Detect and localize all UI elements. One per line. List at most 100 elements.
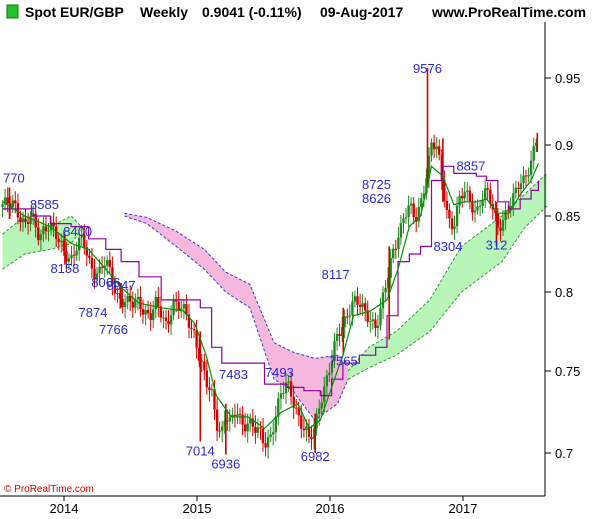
price-bar-body xyxy=(341,327,344,336)
price-bar-body xyxy=(167,321,170,325)
price-bar-body xyxy=(348,315,351,317)
price-bar-body xyxy=(57,239,60,243)
annotation-label: 9576 xyxy=(413,61,442,76)
price-bar-body xyxy=(333,340,336,361)
price-bar-body xyxy=(392,248,395,259)
price-bar-body xyxy=(455,205,459,227)
price-bar-body xyxy=(519,183,523,189)
annotation-label: 770 xyxy=(3,171,25,186)
x-tick-2015: 2015 xyxy=(183,501,212,516)
price-bar-body xyxy=(249,418,252,424)
header-title: Spot EUR/GBP xyxy=(25,4,124,20)
kumo-clouds xyxy=(2,173,548,421)
price-bar-body xyxy=(52,222,55,227)
price-bar-body xyxy=(3,197,7,205)
price-bar-body xyxy=(394,248,397,250)
price-bar-body xyxy=(274,416,277,433)
price-bar-body xyxy=(445,201,449,210)
price-bar-body xyxy=(121,298,124,307)
price-bar-body xyxy=(131,301,134,308)
price-bar-body xyxy=(100,266,104,268)
price-bar-body xyxy=(422,193,426,199)
price-bar-body xyxy=(468,190,472,203)
price-bar-body xyxy=(514,187,517,194)
price-bar-body xyxy=(481,200,484,206)
price-bar-body xyxy=(346,316,349,318)
price-bar-body xyxy=(532,145,535,161)
price-bar-body xyxy=(113,284,117,294)
price-bar-body xyxy=(297,408,300,416)
price-bar-body xyxy=(70,254,73,259)
price-bar-body xyxy=(358,304,362,308)
header-last-price: 0.9041 (-0.11%) xyxy=(202,4,302,20)
price-bar-body xyxy=(448,209,451,219)
header-timeframe: Weekly xyxy=(140,4,188,20)
price-bar-body xyxy=(226,420,229,422)
price-bar-body xyxy=(29,216,32,224)
price-bar-body xyxy=(146,310,150,314)
price-bar-body xyxy=(386,277,390,288)
price-bar-body xyxy=(284,382,288,393)
price-bar-body xyxy=(461,195,464,199)
price-bar-body xyxy=(195,330,198,348)
price-bar-body xyxy=(343,316,346,328)
annotation-label: 312 xyxy=(486,238,508,253)
price-bar-body xyxy=(37,227,40,241)
price-bar-body xyxy=(164,317,168,321)
price-bar-body xyxy=(450,218,454,230)
price-bar-body xyxy=(159,306,163,318)
price-bar-body xyxy=(269,434,272,438)
price-bar-body xyxy=(203,361,206,371)
price-bar-body xyxy=(231,414,234,418)
price-bar-body xyxy=(108,260,111,268)
annotation-label: 7874 xyxy=(79,305,108,320)
price-bar-body xyxy=(256,427,260,433)
price-bar-body xyxy=(315,414,318,429)
header-icon[interactable] xyxy=(6,4,19,19)
price-bar-body xyxy=(32,213,35,217)
price-bar-body xyxy=(522,175,525,184)
tenkan-sen-line xyxy=(2,163,539,430)
header-bar: Spot EUR/GBP Weekly 0.9041 (-0.11%) 09-A… xyxy=(6,4,586,20)
price-bar-body xyxy=(241,414,244,425)
price-bar-body xyxy=(1,204,4,208)
price-bar-body xyxy=(251,418,254,427)
price-bar-body xyxy=(338,334,341,336)
price-bar-body xyxy=(152,309,155,321)
price-bar-body xyxy=(60,240,63,242)
price-bar-body xyxy=(116,293,119,295)
price-bar-body xyxy=(236,414,239,417)
kijun-sen-line xyxy=(2,165,539,397)
price-bar-body xyxy=(88,255,91,258)
y-tick-090: 0.9 xyxy=(555,138,573,153)
price-bar-body xyxy=(501,219,505,231)
price-bar-body xyxy=(215,409,219,431)
price-bar-body xyxy=(535,142,538,146)
price-bar-body xyxy=(476,206,479,211)
price-bar-body xyxy=(246,423,249,432)
price-bar-body xyxy=(443,179,446,201)
price-bar-body xyxy=(366,310,369,322)
price-bar-body xyxy=(496,212,500,228)
price-bar-body xyxy=(282,392,285,394)
price-bar-body xyxy=(463,191,466,199)
price-bar-body xyxy=(272,432,275,435)
x-axis-tick-marks xyxy=(63,496,464,501)
kumo-cloud-1 xyxy=(124,213,349,421)
price-bar-body xyxy=(210,389,214,391)
price-bar-body xyxy=(438,146,441,155)
price-bars xyxy=(1,67,539,459)
annotation-label: 8066 xyxy=(91,275,120,290)
price-bar-body xyxy=(529,160,533,175)
price-bar-body xyxy=(330,360,334,373)
annotation-label: 8585 xyxy=(30,197,59,212)
price-bar-body xyxy=(310,436,313,440)
price-bar-body xyxy=(353,296,357,302)
price-bar-body xyxy=(149,313,152,321)
price-bar-body xyxy=(361,303,364,308)
price-bar-body xyxy=(182,304,186,309)
price-bar-body xyxy=(307,426,311,437)
price-bar-body xyxy=(473,210,477,213)
price-bar-body xyxy=(111,267,114,285)
